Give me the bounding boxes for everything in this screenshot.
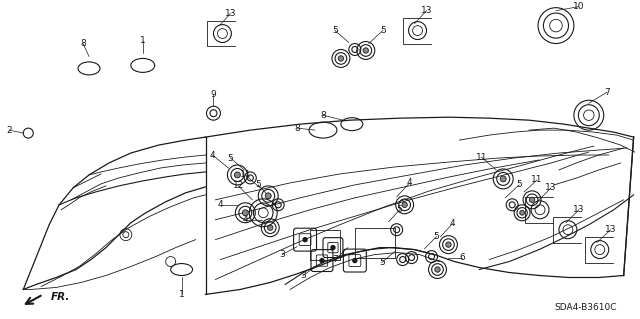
- Text: 4: 4: [407, 178, 412, 187]
- Text: 5: 5: [255, 180, 261, 189]
- Text: 4: 4: [243, 215, 248, 224]
- Circle shape: [520, 210, 525, 215]
- Text: 7: 7: [332, 255, 338, 264]
- Text: 5: 5: [332, 26, 338, 35]
- Circle shape: [265, 193, 271, 199]
- Circle shape: [331, 246, 335, 249]
- Text: FR.: FR.: [51, 293, 70, 302]
- Text: 2: 2: [6, 126, 12, 135]
- Text: 4: 4: [450, 219, 455, 228]
- Text: 13: 13: [605, 225, 616, 234]
- Text: 4: 4: [210, 151, 215, 160]
- Circle shape: [445, 242, 451, 247]
- Circle shape: [234, 172, 241, 178]
- Circle shape: [268, 225, 273, 230]
- Text: 6: 6: [460, 253, 465, 262]
- Text: 13: 13: [573, 205, 584, 214]
- Text: 13: 13: [545, 183, 557, 192]
- Text: 5: 5: [516, 180, 522, 189]
- Text: 5: 5: [379, 258, 385, 267]
- Text: 10: 10: [573, 2, 584, 11]
- Circle shape: [500, 176, 506, 182]
- Text: 3: 3: [279, 250, 285, 259]
- Text: 5: 5: [380, 26, 386, 35]
- Circle shape: [320, 259, 324, 263]
- Circle shape: [529, 197, 535, 203]
- Text: 7: 7: [604, 88, 610, 97]
- Circle shape: [402, 202, 407, 207]
- Circle shape: [363, 48, 369, 53]
- Text: 11: 11: [239, 170, 251, 179]
- Circle shape: [243, 210, 248, 216]
- Text: 5: 5: [227, 153, 233, 162]
- Text: 5: 5: [434, 232, 440, 241]
- Text: 1: 1: [179, 290, 184, 299]
- Text: 9: 9: [211, 90, 216, 99]
- Circle shape: [435, 267, 440, 272]
- Text: 5: 5: [397, 205, 403, 214]
- Circle shape: [338, 56, 344, 61]
- Text: 13: 13: [420, 6, 432, 15]
- Text: 12: 12: [233, 182, 244, 190]
- Text: 8: 8: [80, 39, 86, 48]
- Circle shape: [353, 259, 357, 263]
- Text: 1: 1: [140, 36, 146, 45]
- Circle shape: [303, 238, 307, 241]
- Text: 11: 11: [531, 175, 543, 184]
- Text: 4: 4: [218, 200, 223, 209]
- Text: 11: 11: [476, 152, 487, 161]
- Text: 8: 8: [294, 124, 300, 133]
- Text: SDA4-B3610C: SDA4-B3610C: [554, 303, 616, 312]
- Text: 3: 3: [300, 271, 306, 280]
- Text: 13: 13: [225, 9, 236, 18]
- Text: 8: 8: [320, 111, 326, 120]
